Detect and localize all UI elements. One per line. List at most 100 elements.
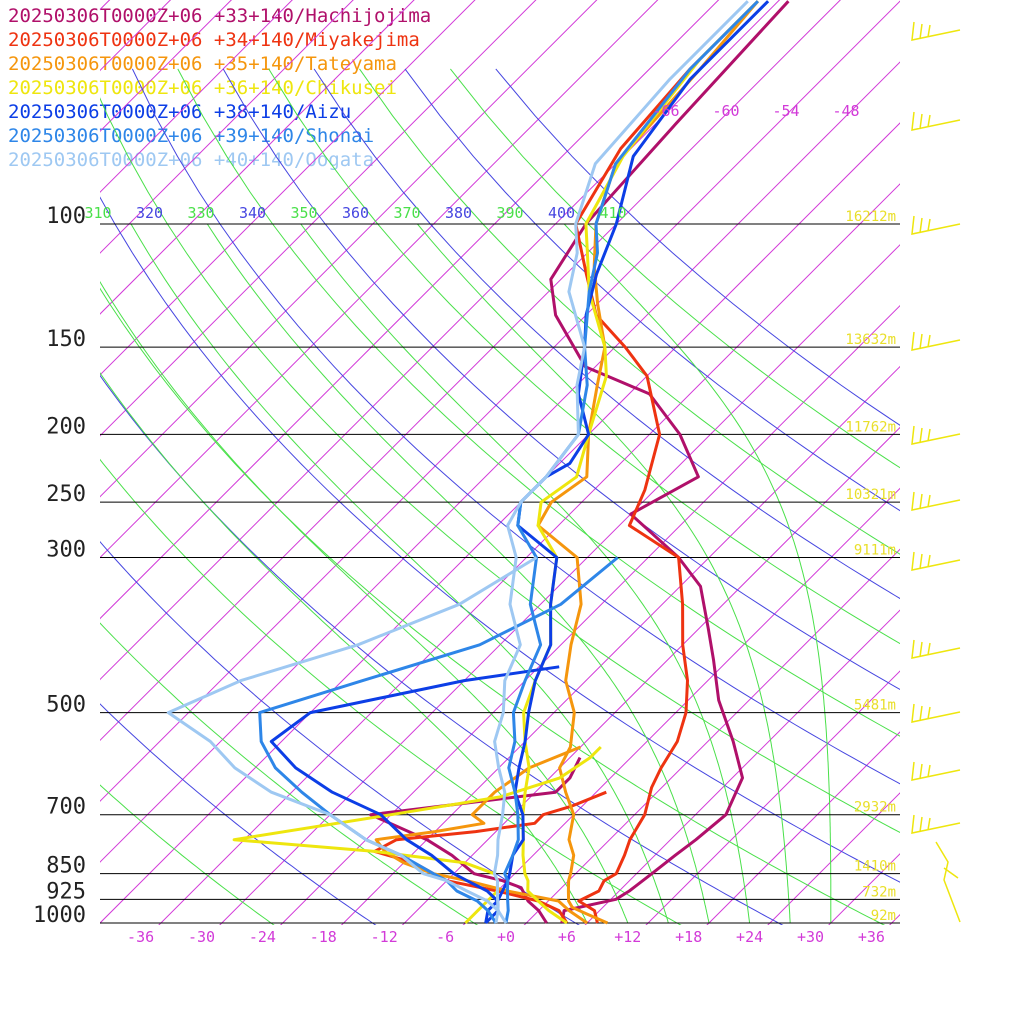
isotherm-label: -54 bbox=[772, 102, 799, 120]
theta-label: 310 bbox=[84, 204, 111, 222]
temperature-line-hachijojima bbox=[549, 0, 790, 924]
isotherm-line bbox=[100, 61, 900, 863]
pressure-label: 250 bbox=[46, 482, 86, 507]
isotherm-line bbox=[100, 0, 842, 742]
dry-adiabat-line bbox=[100, 784, 275, 925]
dry-adiabat-line bbox=[100, 703, 377, 925]
moist-adiabat-line bbox=[130, 223, 669, 924]
dewpoint-line-chikusei bbox=[232, 745, 602, 925]
temperature-line-tateyama bbox=[536, 0, 760, 925]
wind-barb bbox=[911, 814, 961, 834]
isotherm-line bbox=[523, 548, 900, 925]
isotherm-line bbox=[100, 122, 900, 924]
pressure-label: 100 bbox=[46, 204, 86, 229]
height-label: 92m bbox=[871, 908, 896, 924]
dry-adiabat-line bbox=[450, 68, 900, 469]
theta-label: 350 bbox=[290, 204, 317, 222]
dry-adiabat-line bbox=[100, 97, 900, 834]
moist-adiabat-line bbox=[417, 223, 791, 924]
dry-adiabat-line bbox=[313, 68, 900, 600]
x-tick-label: +18 bbox=[675, 928, 702, 946]
height-label: 10321m bbox=[845, 487, 896, 503]
theta-label: 410 bbox=[599, 204, 626, 222]
dry-adiabat-line bbox=[222, 68, 900, 691]
isotherm-line bbox=[888, 913, 900, 925]
height-label: 732m bbox=[862, 884, 896, 900]
isotherm-line bbox=[100, 0, 293, 193]
theta-label: 370 bbox=[393, 204, 420, 222]
dewpoint-line-hachijojima bbox=[369, 756, 582, 924]
isotherm-line bbox=[219, 244, 900, 925]
theta-label: 380 bbox=[445, 204, 472, 222]
wind-barb bbox=[911, 551, 961, 571]
height-label: 11762m bbox=[845, 419, 896, 435]
isotherm-line bbox=[100, 0, 233, 133]
wind-barb bbox=[911, 761, 961, 781]
wind-barb bbox=[911, 703, 961, 723]
x-tick-label: -24 bbox=[249, 928, 276, 946]
theta-label: 390 bbox=[496, 204, 523, 222]
height-label: 2932m bbox=[854, 800, 896, 816]
height-label: 16212m bbox=[845, 209, 896, 225]
dry-adiabat-line bbox=[100, 458, 682, 925]
x-tick-label: -36 bbox=[127, 928, 154, 946]
x-tick-label: +6 bbox=[558, 928, 576, 946]
wind-barb bbox=[911, 491, 961, 511]
isotherm-line bbox=[100, 0, 172, 72]
dry-adiabat-line bbox=[100, 541, 580, 925]
x-tick-label: +24 bbox=[736, 928, 763, 946]
wind-barb bbox=[911, 215, 961, 235]
isotherm-line bbox=[767, 792, 900, 925]
isotherm-line bbox=[645, 670, 900, 925]
dry-adiabat-line bbox=[404, 68, 900, 512]
height-label: 13632m bbox=[845, 332, 896, 348]
pressure-label: 925 bbox=[46, 879, 86, 904]
height-label: 5481m bbox=[854, 698, 896, 714]
dry-adiabat-line bbox=[100, 196, 900, 883]
dry-adiabat-line bbox=[359, 68, 900, 555]
theta-label: 340 bbox=[239, 204, 266, 222]
wind-barb bbox=[911, 425, 961, 445]
pressure-label: 850 bbox=[46, 854, 86, 879]
theta-label: 400 bbox=[548, 204, 575, 222]
chart-legend: 20250306T0000Z+06 +33+140/Hachijojima 202… bbox=[8, 4, 431, 172]
isotherm-label: -48 bbox=[832, 102, 859, 120]
isotherm-line bbox=[100, 0, 598, 498]
isotherm-line bbox=[401, 426, 900, 925]
theta-label: 360 bbox=[342, 204, 369, 222]
wind-barb bbox=[935, 841, 961, 923]
pressure-label: 200 bbox=[46, 414, 86, 439]
isotherm-line bbox=[938, 0, 1024, 938]
isotherm-label: -60 bbox=[712, 102, 739, 120]
wind-barb bbox=[911, 639, 961, 659]
temperature-line-oogata bbox=[492, 0, 749, 924]
isotherm-line bbox=[100, 0, 720, 620]
x-tick-label: -18 bbox=[310, 928, 337, 946]
wind-barb bbox=[911, 331, 961, 351]
legend-entry: 20250306T0000Z+06 +35+140/Tateyama bbox=[8, 53, 397, 75]
x-tick-label: -6 bbox=[436, 928, 454, 946]
wind-barb bbox=[911, 21, 961, 41]
x-tick-label: +0 bbox=[497, 928, 515, 946]
dry-adiabat-line bbox=[268, 68, 900, 645]
theta-label: 320 bbox=[136, 204, 163, 222]
isotherm-line bbox=[706, 731, 900, 925]
isotherm-line bbox=[828, 853, 900, 925]
pressure-label: 700 bbox=[46, 795, 86, 820]
dry-adiabat-line bbox=[177, 68, 900, 737]
x-tick-label: +36 bbox=[858, 928, 885, 946]
isotherm-line bbox=[100, 0, 476, 376]
isotherm-line bbox=[100, 0, 900, 802]
dewpoint-line-oogata bbox=[166, 556, 538, 924]
isotherm-line bbox=[158, 183, 900, 925]
pressure-label: 500 bbox=[46, 693, 86, 718]
temperature-line-shonai bbox=[503, 0, 759, 924]
x-tick-label: +12 bbox=[614, 928, 641, 946]
isotherm-line bbox=[100, 0, 537, 437]
height-label: 9111m bbox=[854, 543, 896, 559]
x-tick-label: -12 bbox=[371, 928, 398, 946]
moist-adiabat-line bbox=[563, 223, 832, 923]
height-label: 1410m bbox=[854, 859, 896, 875]
pressure-label: 150 bbox=[46, 327, 86, 352]
